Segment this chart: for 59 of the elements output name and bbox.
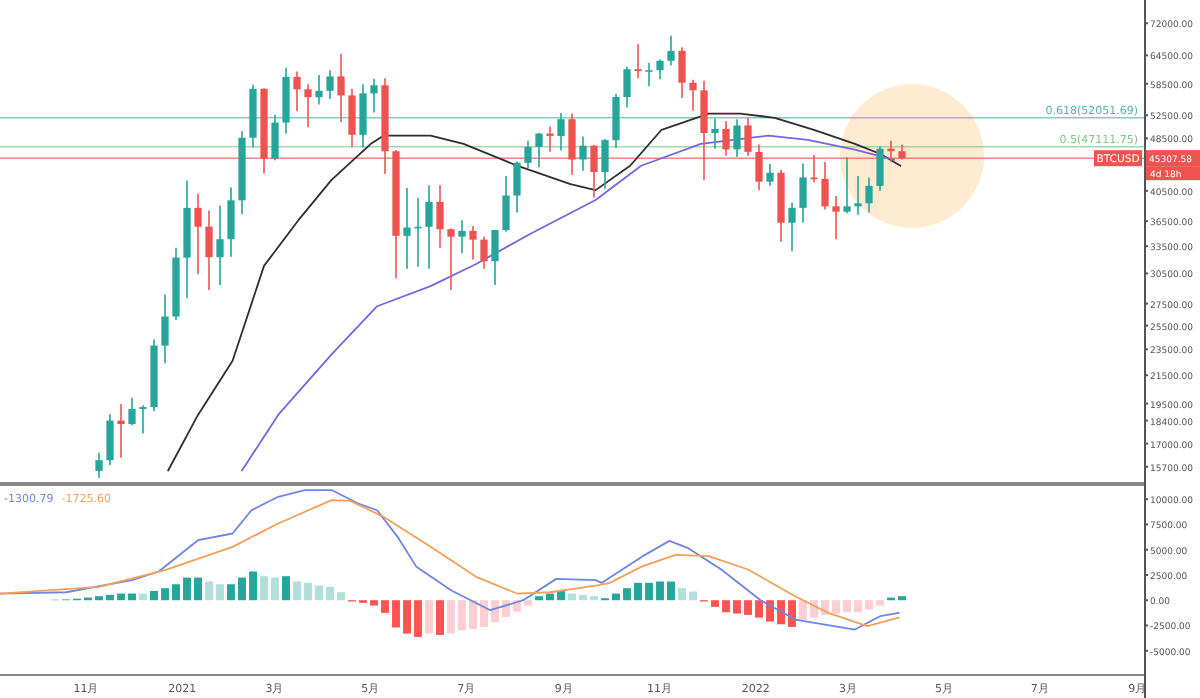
candlestick: [876, 145, 884, 192]
candlestick: [469, 225, 477, 261]
candlestick: [623, 66, 631, 109]
candlestick: [711, 117, 719, 150]
candlestick: [359, 83, 367, 149]
candlestick: [194, 192, 202, 276]
candlestick: [128, 396, 136, 427]
candlestick: [502, 175, 510, 233]
candlestick: [480, 235, 488, 270]
candlestick: [271, 113, 279, 161]
candlestick: [216, 204, 224, 286]
candlestick: [315, 74, 323, 106]
candlestick: [678, 46, 686, 99]
candlestick: [546, 125, 554, 153]
candlestick: [106, 413, 114, 466]
candlestick: [370, 78, 378, 114]
candlestick: [348, 87, 356, 148]
candlestick: [612, 93, 620, 149]
candlestick: [843, 156, 851, 215]
candlestick: [634, 43, 642, 80]
candlestick: [788, 201, 796, 253]
candlestick: [304, 83, 312, 128]
bar: [282, 576, 290, 601]
candlestick: [117, 403, 125, 459]
candlestick: [403, 187, 411, 270]
candlestick: [139, 404, 147, 435]
candlestick: [436, 184, 444, 249]
candlestick: [491, 229, 499, 286]
candlestick: [227, 186, 235, 258]
candlestick: [524, 139, 532, 169]
candlestick: [326, 69, 334, 100]
candlestick: [425, 184, 433, 270]
candlestick: [645, 61, 653, 88]
candlestick: [799, 162, 807, 224]
candlestick: [557, 112, 565, 152]
bar: [139, 593, 147, 601]
candlestick: [832, 195, 840, 241]
candlestick: [95, 451, 103, 479]
candlestick: [854, 175, 862, 216]
candlestick: [535, 132, 543, 169]
candlestick: [579, 135, 587, 172]
candlestick: [282, 66, 290, 135]
candlestick: [205, 209, 213, 291]
line-series: [241, 134, 896, 472]
candlestick: [601, 138, 609, 190]
candlestick: [865, 176, 873, 214]
candlestick: [667, 34, 675, 67]
candlestick: [733, 118, 741, 158]
candlestick: [689, 79, 697, 112]
bar: [425, 600, 433, 634]
candlestick: [656, 58, 664, 81]
candlestick: [161, 293, 169, 365]
bar: [436, 600, 444, 635]
candlestick: [337, 52, 345, 123]
candlestick: [513, 160, 521, 214]
candlestick: [293, 70, 301, 112]
candlestick: [458, 219, 466, 254]
candlestick: [766, 163, 774, 187]
candlestick: [447, 227, 455, 291]
